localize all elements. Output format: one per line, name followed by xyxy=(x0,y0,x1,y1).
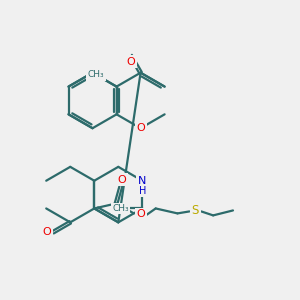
Text: CH₃: CH₃ xyxy=(112,204,129,213)
Text: O: O xyxy=(126,56,135,67)
Text: N: N xyxy=(138,176,146,186)
Text: H: H xyxy=(139,186,146,196)
Text: O: O xyxy=(43,227,52,237)
Text: O: O xyxy=(118,175,126,185)
Text: S: S xyxy=(192,204,199,217)
Text: O: O xyxy=(136,209,145,219)
Text: O: O xyxy=(136,123,145,133)
Text: CH₃: CH₃ xyxy=(88,70,104,79)
